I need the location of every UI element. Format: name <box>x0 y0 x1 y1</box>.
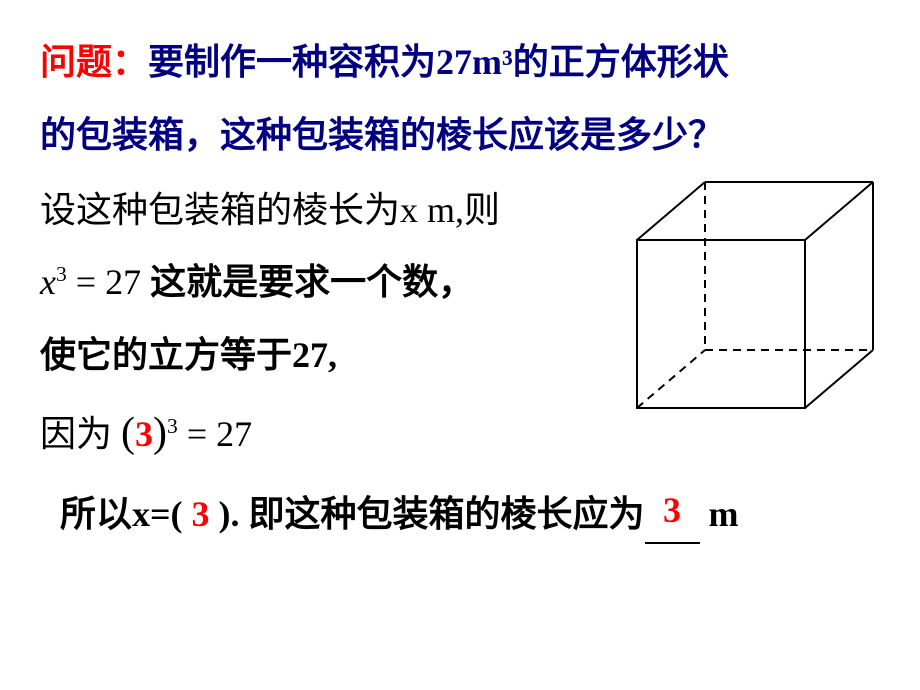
line7-b: ). 即这种包装箱的棱长应为 <box>210 494 645 534</box>
line-1: 问题：要制作一种容积为27m³的正方体形状 <box>40 30 880 95</box>
line1-rest: 要制作一种容积为27m³的正方体形状 <box>148 42 729 82</box>
line6-prefix: 因为 <box>40 414 121 454</box>
line7-a: 所以x=( <box>60 494 192 534</box>
formula1-lhs: x <box>40 262 56 302</box>
slide-content: 问题：要制作一种容积为27m³的正方体形状 的包装箱，这种包装箱的棱长应该是多少… <box>0 0 920 690</box>
line7-c: m <box>700 494 739 534</box>
formula2-fill: 3 <box>135 414 153 454</box>
line-7: 所以x=( 3 ). 即这种包装箱的棱长应为3 m <box>40 482 880 549</box>
formula2-lparen: ( <box>121 410 135 456</box>
question-prefix: 问题： <box>40 42 148 82</box>
line7-fill1: 3 <box>192 494 210 534</box>
line-2: 的包装箱，这种包装箱的棱长应该是多少？ <box>40 103 880 168</box>
cube-diagram <box>635 180 885 410</box>
blank-underline: 3 <box>645 478 700 545</box>
formula2-exp: 3 <box>167 414 178 438</box>
formula-x3: x3 = 27 <box>40 262 150 302</box>
formula-paren3: (3)3 = 27 <box>121 414 252 454</box>
formula1-eq: = 27 <box>67 262 141 302</box>
formula1-exp: 3 <box>56 262 67 286</box>
formula2-eq: = 27 <box>178 414 252 454</box>
formula2-rparen: ) <box>153 410 167 456</box>
line4-rest: 这就是要求一个数， <box>150 262 474 302</box>
line7-fill2: 3 <box>663 490 681 530</box>
